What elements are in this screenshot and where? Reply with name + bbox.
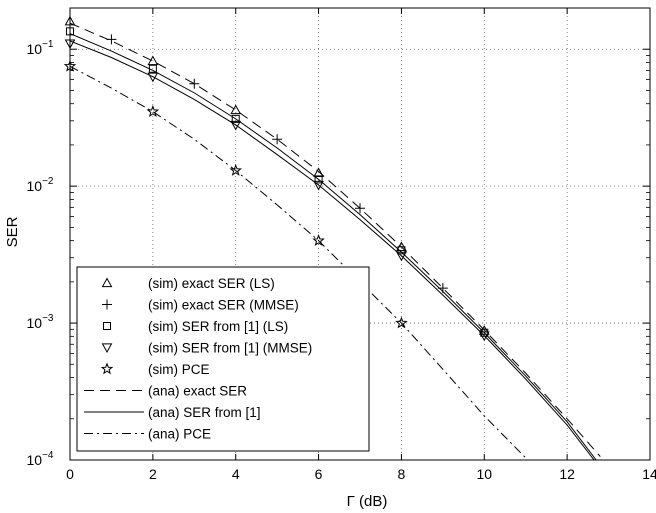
y-tick-label: 10−3 <box>27 313 54 331</box>
series-line <box>70 40 595 460</box>
legend-item: (sim) SER from [1] (LS) <box>103 319 288 334</box>
legend-label: (sim) SER from [1] (LS) <box>148 319 288 334</box>
series-line <box>70 65 529 460</box>
data-point <box>230 104 242 115</box>
legend-marker <box>100 362 114 375</box>
series-5 <box>70 22 601 457</box>
data-point <box>272 134 283 145</box>
x-tick-label: 6 <box>315 466 323 482</box>
axes-layer: 0 2 4 6 8 10 12 14 10−1 10−2 10−3 10−4 <box>27 7 656 482</box>
y-tick-label: 10−4 <box>27 450 54 468</box>
series-6 <box>70 33 597 460</box>
series-line <box>70 22 601 457</box>
legend-marker <box>101 277 113 288</box>
series-8 <box>70 65 529 460</box>
legend-label: (sim) PCE <box>148 362 210 377</box>
x-tick-label: 0 <box>66 466 74 482</box>
data-point <box>147 55 159 66</box>
y-axis-label: SER <box>4 216 21 247</box>
data-point <box>314 175 323 184</box>
data-point <box>478 331 490 342</box>
legend-item: (ana) SER from [1] <box>84 405 261 420</box>
legend-item: (ana) exact SER <box>84 384 247 399</box>
plot-frame <box>69 7 651 461</box>
x-tick-label: 12 <box>559 466 575 482</box>
legend-label: (ana) SER from [1] <box>148 405 261 420</box>
legend-label: (sim) exact SER (LS) <box>148 276 275 291</box>
legend-marker <box>101 343 113 354</box>
legend-label: (sim) SER from [1] (MMSE) <box>148 341 312 356</box>
data-point <box>312 234 325 246</box>
legend-label: (sim) exact SER (MMSE) <box>148 298 299 313</box>
legend-item: (ana) PCE <box>84 427 211 442</box>
legend: (sim) exact SER (LS) (sim) exact SER (MMS… <box>76 266 370 452</box>
legend-item: (sim) exact SER (LS) <box>101 276 275 291</box>
x-tick-label: 8 <box>398 466 406 482</box>
data-point <box>229 163 243 176</box>
legend-marker <box>102 299 112 310</box>
series-line <box>70 33 597 460</box>
legend-box <box>76 266 370 452</box>
legend-marker <box>103 322 111 330</box>
y-tick-label: 10−1 <box>27 39 54 57</box>
data-point <box>231 114 240 123</box>
legend-item: (sim) SER from [1] (MMSE) <box>101 341 312 356</box>
legend-item: (sim) exact SER (MMSE) <box>102 298 299 313</box>
x-tick-label: 2 <box>149 466 157 482</box>
data-point <box>313 180 324 191</box>
legend-item: (sim) PCE <box>100 362 210 377</box>
data-point <box>147 72 159 83</box>
series-7 <box>70 40 595 460</box>
x-axis-label: Γ (dB) <box>347 493 388 510</box>
data-point <box>395 316 408 329</box>
data-point <box>230 120 242 131</box>
legend-label: (ana) exact SER <box>148 384 247 399</box>
x-tick-label: 14 <box>642 466 656 482</box>
data-point <box>313 167 324 177</box>
x-tick-label: 4 <box>232 466 240 482</box>
x-tick-label: 10 <box>476 466 492 482</box>
data-point <box>189 78 200 89</box>
y-tick-label: 10−2 <box>27 176 54 194</box>
legend-label: (ana) PCE <box>148 427 211 442</box>
